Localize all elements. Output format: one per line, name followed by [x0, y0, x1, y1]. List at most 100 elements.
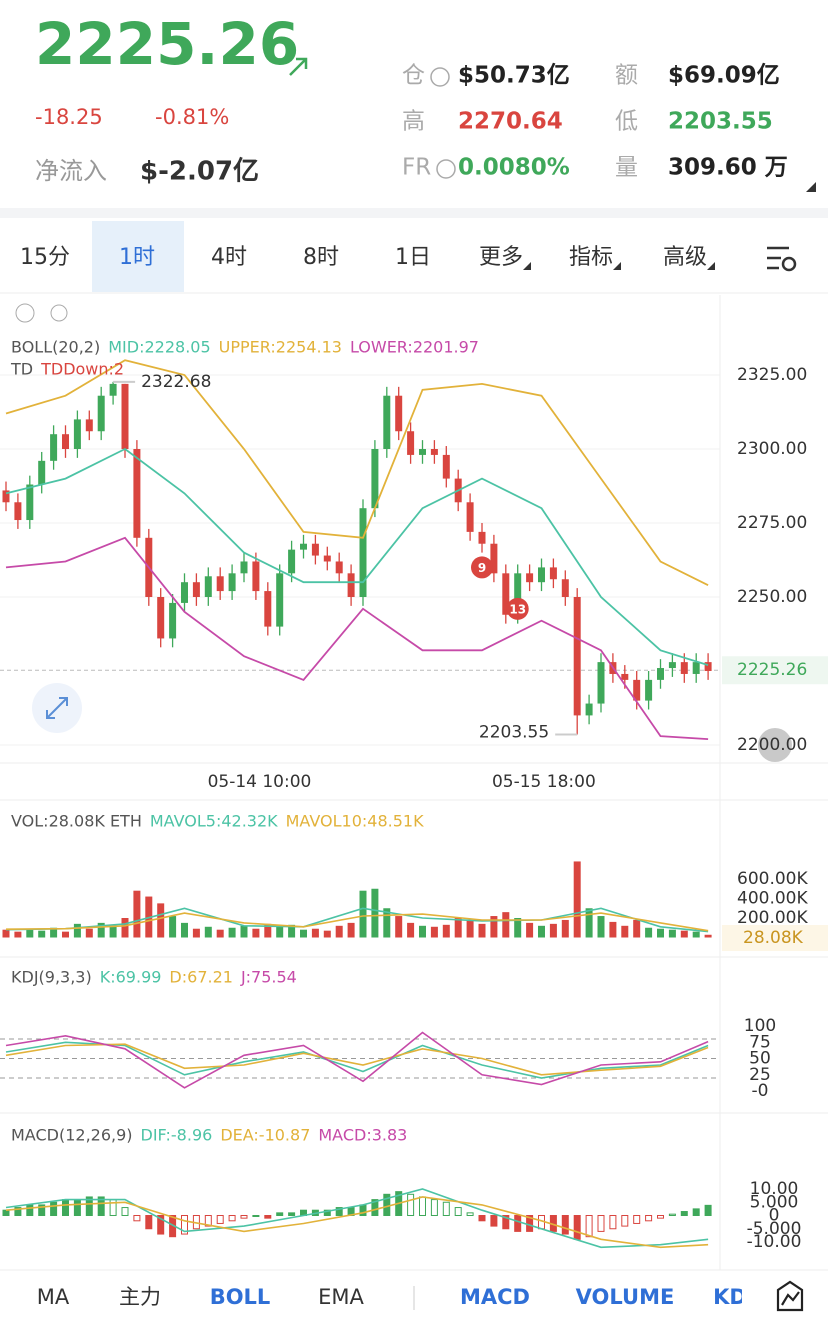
- candle-body: [97, 395, 105, 432]
- macd-bar: [407, 1193, 415, 1217]
- volume-bar: [371, 888, 379, 938]
- y-tick-label: 200.00K: [737, 908, 808, 928]
- volume-bar: [359, 890, 367, 938]
- candle-body: [657, 668, 664, 680]
- volume-bar: [645, 927, 653, 938]
- stat-value: 2270.64: [458, 109, 563, 135]
- tab[interactable]: 高级: [663, 245, 707, 270]
- candle-body: [645, 679, 653, 701]
- current-price-bg: [722, 656, 828, 685]
- collapse-icon[interactable]: [15, 303, 35, 323]
- candle-body: [359, 508, 367, 597]
- candle-body: [621, 673, 629, 680]
- volume-bar: [621, 925, 629, 938]
- macd-bar: [585, 1215, 593, 1238]
- settings-icon[interactable]: [767, 246, 797, 272]
- candle-body: [335, 561, 343, 574]
- bottom-tab[interactable]: BOLL: [210, 1285, 271, 1309]
- legend: K:69.99: [100, 968, 162, 987]
- y-tick-label: 100: [744, 1016, 776, 1036]
- scroll-button[interactable]: [758, 728, 792, 762]
- bottom-tab[interactable]: MA: [37, 1285, 70, 1309]
- tab[interactable]: 15分: [20, 245, 70, 270]
- bottom-tab[interactable]: KD: [713, 1285, 747, 1309]
- candle-body: [502, 573, 510, 615]
- tab-caret: [707, 262, 715, 270]
- volume-bar: [419, 925, 426, 938]
- candle-body: [633, 679, 641, 701]
- macd-bar: [157, 1215, 165, 1235]
- volume-bar: [490, 916, 498, 938]
- volume-bar: [538, 925, 545, 938]
- macd-bar: [62, 1199, 69, 1216]
- macd-bar: [264, 1215, 272, 1219]
- current-price-label: 2225.26: [737, 660, 807, 680]
- volume-bar: [276, 926, 284, 938]
- candle-body: [371, 449, 379, 509]
- candle-body: [514, 573, 522, 615]
- candle-body: [169, 602, 177, 639]
- td-badge: [471, 556, 493, 579]
- candle-body: [288, 549, 296, 574]
- bottom-tab[interactable]: 主力: [119, 1285, 161, 1309]
- tab-fade: [742, 1280, 766, 1316]
- volume-bar: [609, 921, 617, 938]
- volume-bar: [181, 922, 188, 938]
- y-tick-label: -0: [752, 1081, 769, 1101]
- volume-bar: [395, 916, 403, 938]
- candle-body: [395, 395, 403, 432]
- y-tick-label: 2325.00: [737, 365, 807, 385]
- candle-body: [252, 561, 260, 592]
- candle-body: [14, 502, 22, 521]
- expand-icon: [46, 697, 68, 719]
- candle-body: [680, 662, 688, 674]
- volume-bar: [264, 923, 272, 938]
- boll-line: [5, 536, 709, 740]
- macd-bar: [490, 1215, 498, 1227]
- candle-body: [300, 543, 307, 550]
- stat-value: 309.60 万: [668, 155, 788, 181]
- boll-line: [5, 359, 709, 587]
- candle-body: [407, 431, 415, 455]
- volume-bar: [347, 922, 355, 938]
- volume-bar: [85, 928, 93, 938]
- macd-bar: [181, 1215, 188, 1235]
- tab[interactable]: 指标: [569, 245, 613, 270]
- volume-bar: [466, 920, 474, 938]
- candle-body: [276, 573, 284, 627]
- candle-body: [573, 597, 581, 716]
- y-tick-label: -10.00: [747, 1232, 802, 1252]
- macd-bar: [478, 1215, 486, 1222]
- stat-label: FR: [402, 155, 431, 181]
- stat-label: 仓: [402, 63, 425, 89]
- candle-body: [526, 573, 534, 583]
- volume-bar: [335, 925, 343, 938]
- candle-body: [692, 662, 700, 674]
- volume-bar: [300, 929, 307, 938]
- tab[interactable]: 1日: [395, 245, 431, 270]
- candle-body: [419, 449, 426, 455]
- candle-body: [73, 419, 81, 449]
- macd-bar: [204, 1215, 212, 1227]
- price: 2225.26: [35, 10, 299, 78]
- tab[interactable]: 1时: [119, 245, 155, 270]
- candle-body: [62, 434, 69, 449]
- volume-bar: [502, 912, 510, 938]
- bottom-tab[interactable]: EMA: [318, 1285, 364, 1309]
- tab[interactable]: 8时: [303, 245, 339, 270]
- volume-bar: [549, 923, 557, 938]
- volume-bar: [2, 929, 10, 938]
- bottom-tab[interactable]: VOLUME: [576, 1285, 675, 1309]
- change-pct: -0.81%: [155, 105, 229, 129]
- tab[interactable]: 更多: [479, 245, 523, 270]
- tab[interactable]: 4时: [211, 245, 247, 270]
- macd-bar: [657, 1215, 664, 1219]
- macd-bar: [454, 1207, 462, 1217]
- td-badge-label: 9: [478, 561, 486, 575]
- chart-icon[interactable]: [776, 1280, 804, 1312]
- volume-bar: [133, 890, 141, 938]
- gear-icon[interactable]: [50, 304, 68, 322]
- x-tick-label: 05-15 18:00: [492, 772, 596, 792]
- bottom-tab[interactable]: MACD: [460, 1285, 530, 1309]
